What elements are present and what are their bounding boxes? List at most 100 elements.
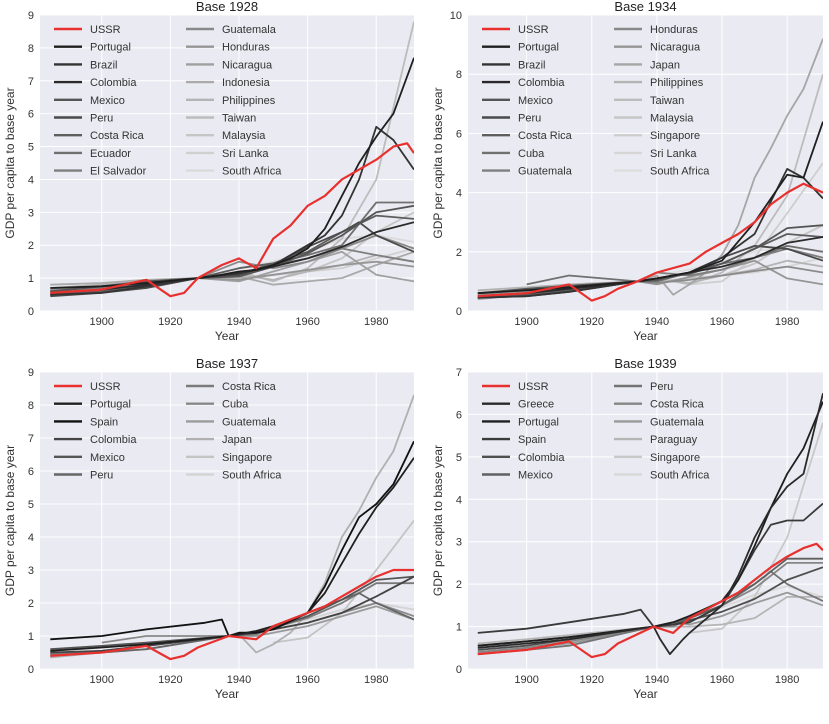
y-tick-label: 1 <box>28 631 34 643</box>
legend-label: Portugal <box>90 42 131 54</box>
legend-label: Mexico <box>90 452 125 464</box>
legend-label: Malaysia <box>222 130 266 142</box>
chart-panel-1: 1900 1920 1940 1960 1980 0 1 2 3 4 5 6 7 8 9 Base 1928 Y… <box>3 0 414 343</box>
y-tick-label: 7 <box>28 433 34 445</box>
legend-label: USSR <box>90 24 121 36</box>
y-tick-label: 10 <box>450 10 462 22</box>
x-tick-label: 1960 <box>710 316 734 328</box>
legend-label: Greece <box>518 399 554 411</box>
y-axis-label: GDP per capita to base year <box>431 445 445 596</box>
legend: USSR Portugal Brazil Colombia Mexico Peru Cost… <box>482 24 710 178</box>
legend-label: Colombia <box>90 434 137 446</box>
legend-label: Peru <box>90 470 113 482</box>
x-tick-label: 1960 <box>295 674 319 686</box>
legend-label: USSR <box>518 24 549 36</box>
legend-label: Malaysia <box>650 113 694 125</box>
legend-label: Costa Rica <box>222 381 277 393</box>
chart-title: Base 1928 <box>196 0 258 14</box>
x-tick-label: 1940 <box>227 674 251 686</box>
legend-label: Mexico <box>90 95 125 107</box>
legend-label: Portugal <box>518 416 559 428</box>
legend-label: Guatemala <box>518 166 573 178</box>
legend-label: South Africa <box>222 166 282 178</box>
legend-label: Japan <box>222 434 252 446</box>
legend-label: Sri Lanka <box>650 148 697 160</box>
y-axis-label: GDP per capita to base year <box>431 87 445 238</box>
x-tick-label: 1980 <box>364 316 388 328</box>
y-tick-label: 4 <box>456 188 462 200</box>
legend-label: Mexico <box>518 95 553 107</box>
legend-label: Singapore <box>222 452 272 464</box>
legend-label: Taiwan <box>222 113 256 125</box>
x-tick-label: 1980 <box>775 316 799 328</box>
legend-label: South Africa <box>650 470 710 482</box>
series-line-portugal <box>50 57 414 289</box>
x-tick-label: 1920 <box>580 674 604 686</box>
legend-label: USSR <box>518 381 549 393</box>
y-tick-label: 3 <box>28 565 34 577</box>
legend-label: Honduras <box>650 24 698 36</box>
chart-panel-4: 1900 1920 1940 1960 1980 0 1 2 3 4 5 6 7 Base 1939 Yea… <box>431 356 823 701</box>
legend: USSR Greece Portugal Spain Colombia Mexico Per… <box>482 381 710 482</box>
y-tick-label: 5 <box>456 452 462 464</box>
legend-label: Guatemala <box>650 416 705 428</box>
y-tick-label: 2 <box>456 579 462 591</box>
legend-label: South Africa <box>222 470 282 482</box>
chart-title: Base 1937 <box>196 356 258 371</box>
legend-label: Taiwan <box>650 95 684 107</box>
y-tick-label: 8 <box>28 400 34 412</box>
y-tick-label: 6 <box>28 466 34 478</box>
series-lines <box>477 392 823 659</box>
legend-label: Indonesia <box>222 77 271 89</box>
series-line-brazil <box>50 125 414 296</box>
legend-label: Peru <box>90 113 113 125</box>
legend-label: Ecuador <box>90 148 131 160</box>
legend-label: Cuba <box>222 399 249 411</box>
legend-label: Brazil <box>90 59 118 71</box>
y-tick-label: 0 <box>456 664 462 676</box>
y-tick-label: 0 <box>28 664 34 676</box>
series-line-ussr <box>50 568 414 661</box>
series-line-ussr <box>477 542 823 659</box>
legend: USSR Portugal Brazil Colombia Mexico Peru Cost… <box>54 24 282 178</box>
legend-label: Japan <box>650 59 680 71</box>
legend-label: Honduras <box>222 42 270 54</box>
series-line-greece <box>477 392 823 655</box>
legend-label: Sri Lanka <box>222 148 269 160</box>
y-tick-label: 0 <box>456 306 462 318</box>
y-tick-label: 6 <box>456 128 462 140</box>
x-tick-label: 1960 <box>710 674 734 686</box>
x-tick-label: 1960 <box>295 316 319 328</box>
x-axis-label: Year <box>633 329 657 343</box>
legend-label: Spain <box>518 434 546 446</box>
y-tick-label: 8 <box>456 69 462 81</box>
legend-label: Peru <box>518 113 541 125</box>
y-tick-label: 4 <box>456 494 462 506</box>
y-tick-label: 8 <box>28 43 34 55</box>
legend-label: Nicaragua <box>650 42 701 54</box>
legend-label: Guatemala <box>222 24 277 36</box>
legend-label: Philippines <box>222 95 276 107</box>
legend-label: Costa Rica <box>90 130 145 142</box>
legend-label: Portugal <box>518 42 559 54</box>
legend-label: Nicaragua <box>222 59 273 71</box>
x-tick-label: 1900 <box>90 316 114 328</box>
series-line-colombia <box>477 566 823 651</box>
legend-label: Colombia <box>518 452 565 464</box>
x-tick-label: 1920 <box>158 674 182 686</box>
series-lines <box>50 21 414 298</box>
x-tick-label: 1900 <box>514 316 538 328</box>
series-line-spain <box>50 440 414 641</box>
series-lines <box>50 394 414 661</box>
legend-label: Peru <box>650 381 673 393</box>
y-tick-label: 0 <box>28 306 34 318</box>
x-tick-label: 1980 <box>364 674 388 686</box>
series-line-ussr <box>477 182 823 302</box>
series-line-singapore <box>689 422 823 634</box>
x-tick-label: 1940 <box>645 316 669 328</box>
plot-area <box>468 15 823 311</box>
legend-label: Portugal <box>90 399 131 411</box>
legend: USSR Portugal Spain Colombia Mexico Peru Costa… <box>54 381 282 482</box>
